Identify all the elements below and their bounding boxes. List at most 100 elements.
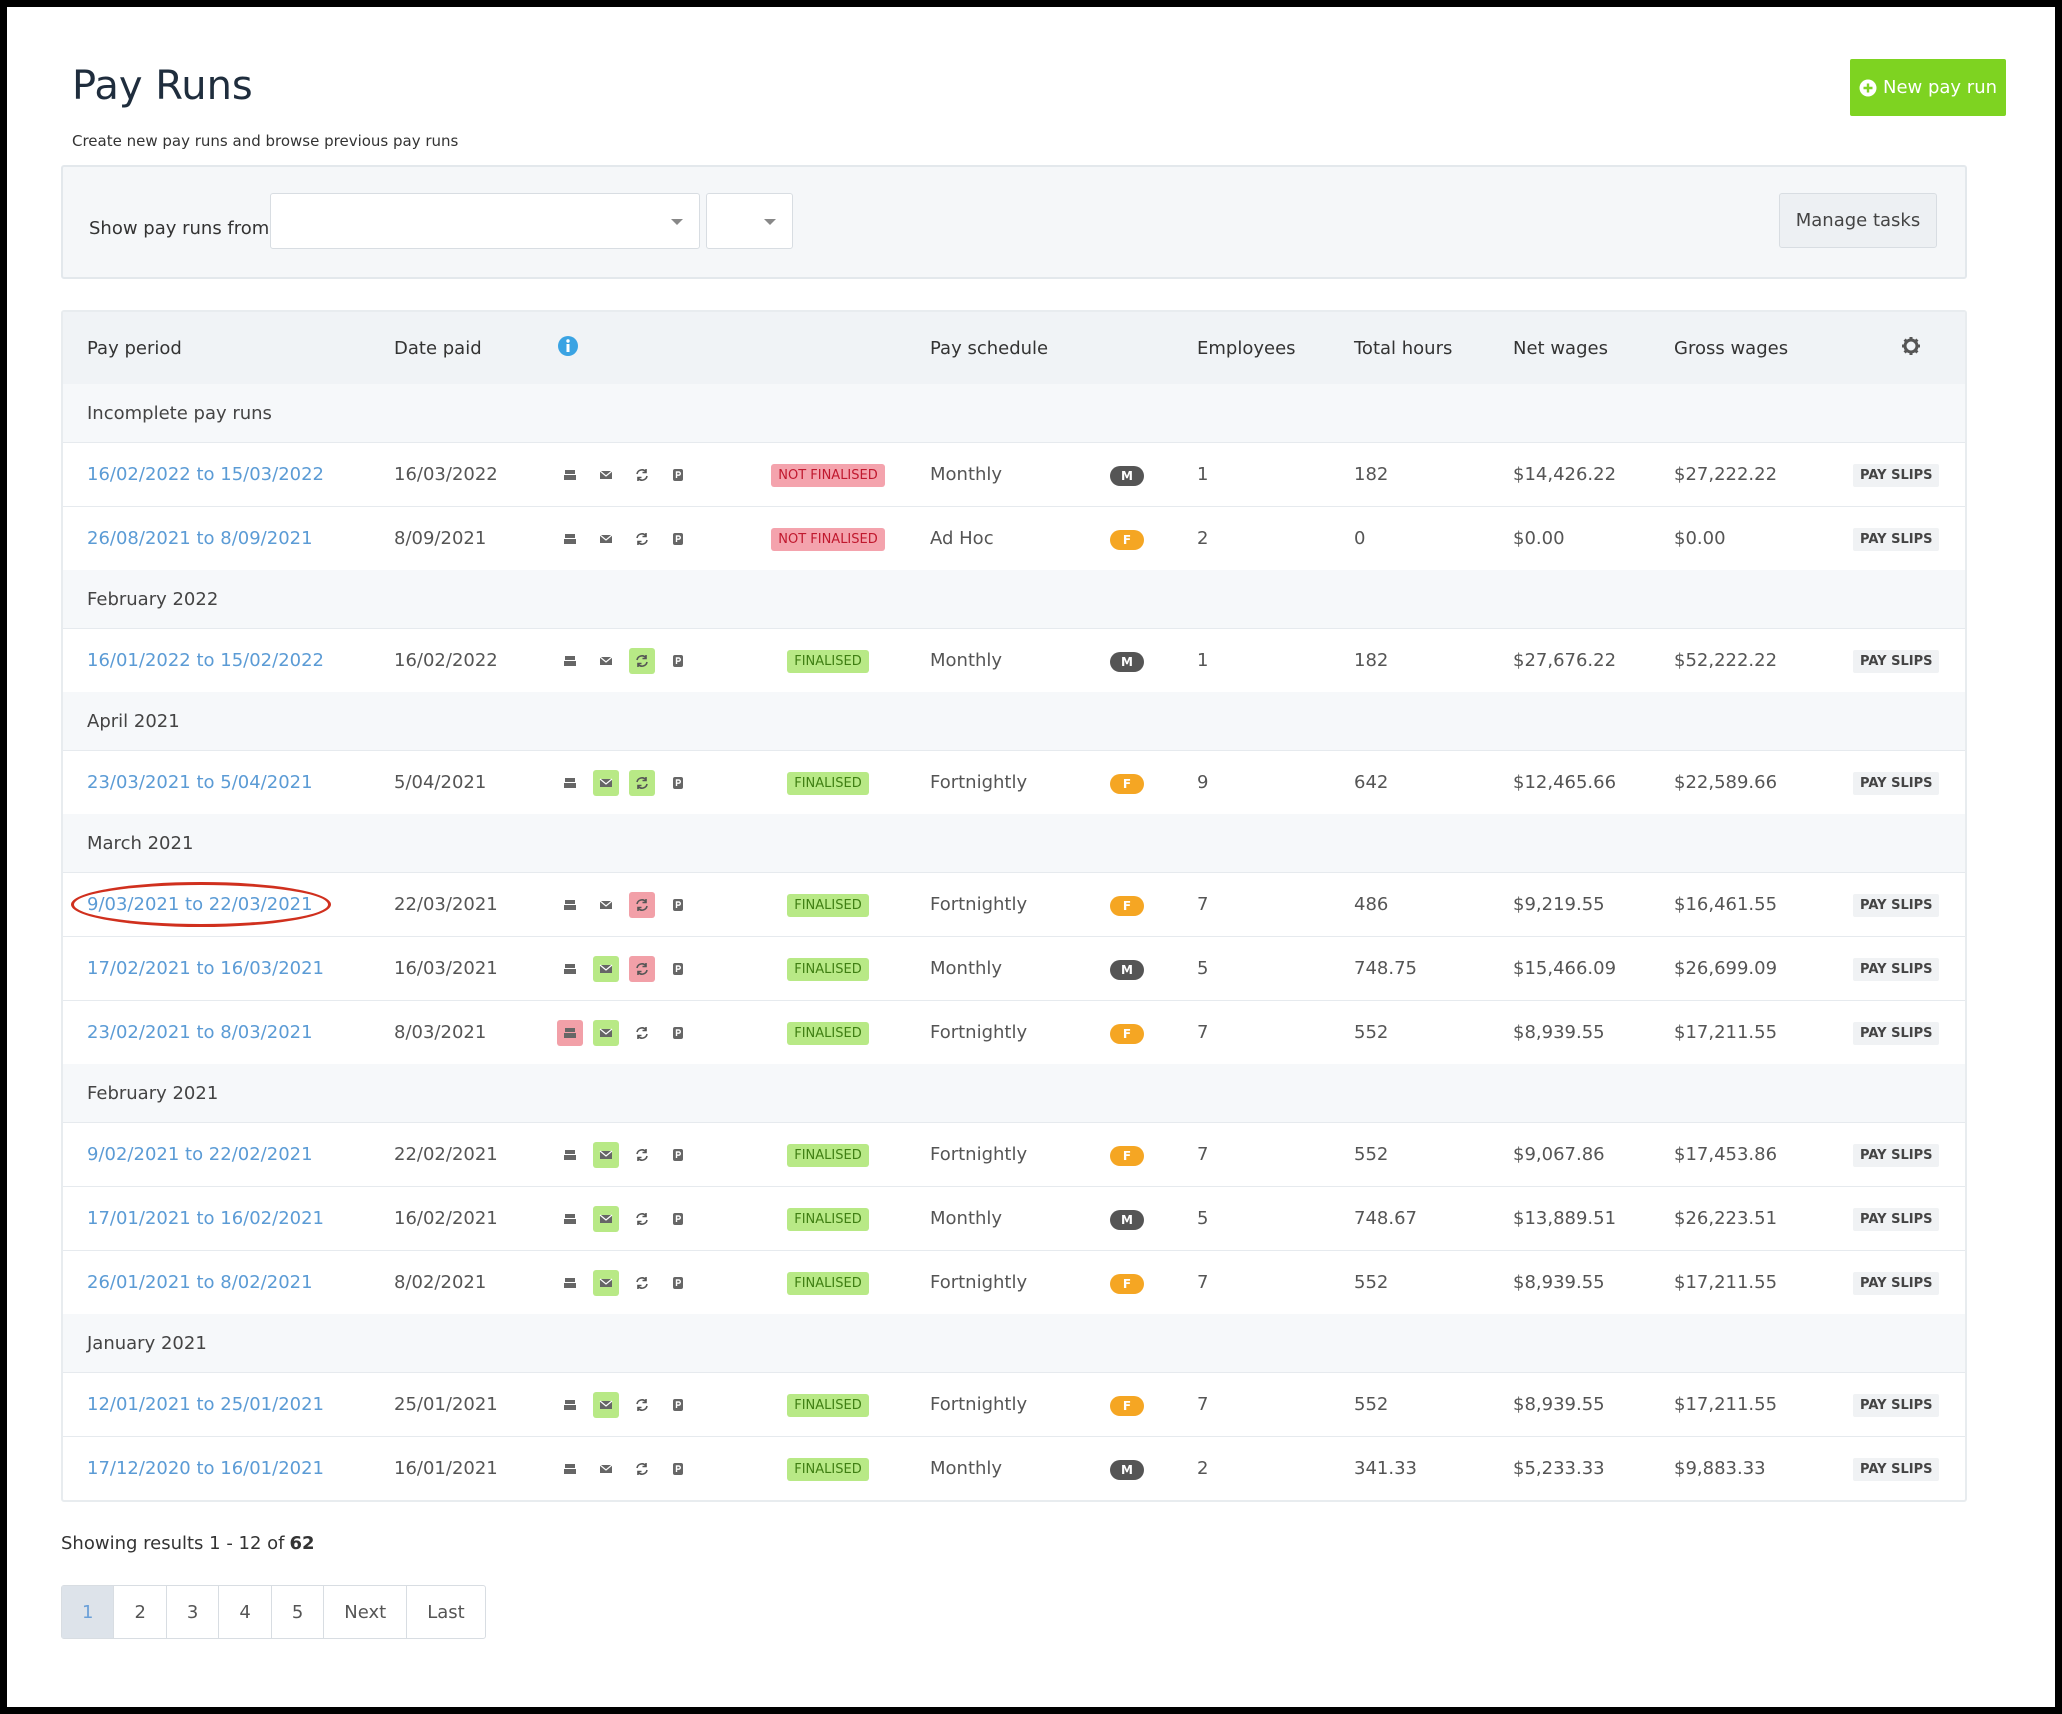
pay-run-row: 23/03/2021 to 5/04/2021 5/04/2021 FINALISE… — [63, 750, 1965, 814]
pay-period-link[interactable]: 17/01/2021 to 16/02/2021 — [87, 1208, 325, 1229]
year-select[interactable] — [706, 193, 793, 249]
pay-period-link[interactable]: 9/03/2021 to 22/03/2021 — [87, 894, 313, 915]
status-icon[interactable] — [665, 892, 691, 918]
pay-period-link[interactable]: 26/01/2021 to 8/02/2021 — [87, 1272, 313, 1293]
group-header: February 2021 — [63, 1064, 1965, 1122]
pay-slips-button[interactable]: PAY SLIPS — [1853, 527, 1940, 551]
pay-schedule: Ad Hoc — [930, 528, 994, 549]
status-icon[interactable] — [593, 1019, 619, 1046]
pay-period-link[interactable]: 26/08/2021 to 8/09/2021 — [87, 528, 313, 549]
status-icon[interactable] — [593, 462, 619, 488]
page-button[interactable]: 4 — [218, 1586, 270, 1638]
status-icon[interactable] — [665, 1206, 691, 1232]
badge-cell: F — [1110, 528, 1197, 550]
period-cell: 16/02/2022 to 15/03/2022 — [87, 464, 394, 485]
status-icon[interactable] — [665, 526, 691, 552]
status-icon[interactable] — [557, 1392, 583, 1418]
manage-tasks-button[interactable]: Manage tasks — [1779, 193, 1937, 248]
status-icon[interactable] — [629, 526, 655, 552]
pay-period-link[interactable]: 12/01/2021 to 25/01/2021 — [87, 1394, 325, 1415]
page-button[interactable]: 2 — [113, 1586, 165, 1638]
status-icon[interactable] — [665, 956, 691, 982]
pay-period-link[interactable]: 23/02/2021 to 8/03/2021 — [87, 1022, 313, 1043]
pay-slips-button[interactable]: PAY SLIPS — [1853, 893, 1940, 917]
pay-slips-button[interactable]: PAY SLIPS — [1853, 1393, 1940, 1417]
pay-period-link[interactable]: 16/02/2022 to 15/03/2022 — [87, 464, 325, 485]
pay-slips-button[interactable]: PAY SLIPS — [1853, 1143, 1940, 1167]
pay-slips-button[interactable]: PAY SLIPS — [1853, 1457, 1940, 1481]
pay-period-link[interactable]: 9/02/2021 to 22/02/2021 — [87, 1144, 313, 1165]
action-cell: PAY SLIPS — [1853, 1271, 1965, 1295]
employees: 7 — [1197, 1272, 1209, 1293]
total-hours: 341.33 — [1354, 1458, 1417, 1479]
status-icon[interactable] — [557, 1142, 583, 1168]
pay-slips-button[interactable]: PAY SLIPS — [1853, 463, 1940, 487]
badge-cell: F — [1110, 894, 1197, 916]
status-icon[interactable] — [629, 1456, 655, 1482]
page-button[interactable]: Next — [323, 1586, 406, 1638]
date-paid: 16/02/2021 — [394, 1208, 498, 1229]
status-icon[interactable] — [593, 1269, 619, 1296]
pay-slips-button[interactable]: PAY SLIPS — [1853, 771, 1940, 795]
pay-period-link[interactable]: 23/03/2021 to 5/04/2021 — [87, 772, 313, 793]
status-icon[interactable] — [665, 1020, 691, 1046]
new-pay-run-button[interactable]: New pay run — [1850, 59, 2006, 116]
pay-period-link[interactable]: 17/12/2020 to 16/01/2021 — [87, 1458, 325, 1479]
net-wages: $8,939.55 — [1513, 1272, 1605, 1293]
pay-period-link[interactable]: 17/02/2021 to 16/03/2021 — [87, 958, 325, 979]
status-icon[interactable] — [593, 526, 619, 552]
status-icon[interactable] — [629, 1020, 655, 1046]
status-icon[interactable] — [557, 1270, 583, 1296]
status-icon[interactable] — [629, 1142, 655, 1168]
status-icon[interactable] — [629, 891, 655, 918]
status-icon[interactable] — [629, 955, 655, 982]
status-icon[interactable] — [629, 1206, 655, 1232]
status-icon[interactable] — [557, 648, 583, 674]
page-button[interactable]: 1 — [62, 1586, 114, 1638]
status-icon[interactable] — [557, 892, 583, 918]
status-icon[interactable] — [665, 770, 691, 796]
status-icon[interactable] — [593, 892, 619, 918]
status-icon[interactable] — [593, 1141, 619, 1168]
page-button[interactable]: Last — [406, 1586, 485, 1638]
pay-slips-button[interactable]: PAY SLIPS — [1853, 649, 1940, 673]
status-icon[interactable] — [557, 770, 583, 796]
status-icon[interactable] — [593, 955, 619, 982]
employees: 2 — [1197, 528, 1209, 549]
status-icon[interactable] — [593, 769, 619, 796]
pay-period-link[interactable]: 16/01/2022 to 15/02/2022 — [87, 650, 325, 671]
pay-slips-button[interactable]: PAY SLIPS — [1853, 1021, 1940, 1045]
status-icon[interactable] — [557, 956, 583, 982]
pay-slips-button[interactable]: PAY SLIPS — [1853, 957, 1940, 981]
info-icon[interactable] — [557, 335, 579, 357]
period-select[interactable] — [270, 193, 700, 249]
status-icon[interactable] — [629, 1270, 655, 1296]
status-icon[interactable] — [665, 648, 691, 674]
status-icon[interactable] — [665, 1456, 691, 1482]
settings-icon[interactable] — [1901, 336, 1921, 356]
status-icon[interactable] — [665, 1270, 691, 1296]
status-icon[interactable] — [557, 462, 583, 488]
status-icon[interactable] — [557, 1206, 583, 1232]
status-icon[interactable] — [593, 1391, 619, 1418]
status-icon[interactable] — [557, 1019, 583, 1046]
pay-slips-button[interactable]: PAY SLIPS — [1853, 1271, 1940, 1295]
status-icon[interactable] — [557, 1456, 583, 1482]
page-button[interactable]: 5 — [270, 1586, 323, 1638]
pay-slips-button[interactable]: PAY SLIPS — [1853, 1207, 1940, 1231]
status-icon[interactable] — [593, 1205, 619, 1232]
status-icon[interactable] — [629, 462, 655, 488]
status-icon[interactable] — [629, 769, 655, 796]
status-icon[interactable] — [593, 648, 619, 674]
status-icon[interactable] — [557, 526, 583, 552]
status-icon[interactable] — [665, 462, 691, 488]
status-icon[interactable] — [629, 1392, 655, 1418]
status-icon[interactable] — [665, 1392, 691, 1418]
status-icon[interactable] — [593, 1456, 619, 1482]
page-button[interactable]: 3 — [165, 1586, 218, 1638]
status-icon[interactable] — [665, 1142, 691, 1168]
status-icon[interactable] — [629, 647, 655, 674]
badge-cell: F — [1110, 1022, 1197, 1044]
badge-cell: F — [1110, 1272, 1197, 1294]
